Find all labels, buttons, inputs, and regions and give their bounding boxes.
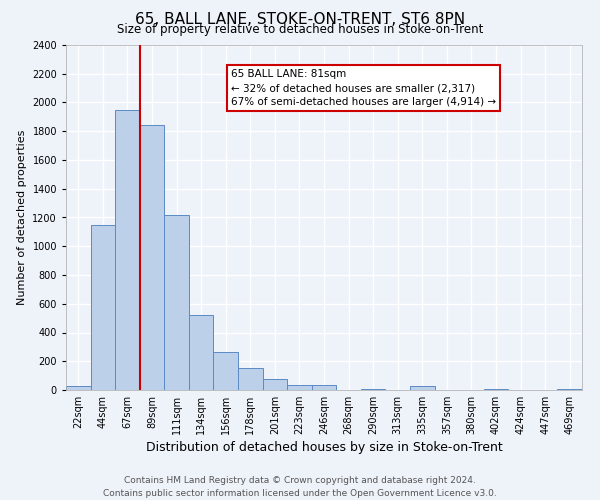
Text: 65 BALL LANE: 81sqm
← 32% of detached houses are smaller (2,317)
67% of semi-det: 65 BALL LANE: 81sqm ← 32% of detached ho… (231, 69, 496, 107)
Bar (238, 368, 263, 390)
Bar (287, 385, 312, 390)
X-axis label: Distribution of detached houses by size in Stoke-on-Trent: Distribution of detached houses by size … (146, 441, 502, 454)
Bar (189, 316, 214, 390)
Bar (66, 386, 91, 390)
Bar (312, 385, 336, 390)
Text: Contains HM Land Registry data © Crown copyright and database right 2024.
Contai: Contains HM Land Registry data © Crown c… (103, 476, 497, 498)
Bar (410, 386, 434, 390)
Bar (140, 126, 164, 390)
Bar (214, 352, 238, 390)
Bar (557, 388, 582, 390)
Bar (484, 388, 508, 390)
Bar (164, 214, 189, 390)
Bar (115, 110, 140, 390)
Text: Size of property relative to detached houses in Stoke-on-Trent: Size of property relative to detached ho… (117, 22, 483, 36)
Bar (263, 379, 287, 390)
Y-axis label: Number of detached properties: Number of detached properties (17, 130, 26, 305)
Text: 65, BALL LANE, STOKE-ON-TRENT, ST6 8PN: 65, BALL LANE, STOKE-ON-TRENT, ST6 8PN (135, 12, 465, 28)
Bar (91, 224, 115, 390)
